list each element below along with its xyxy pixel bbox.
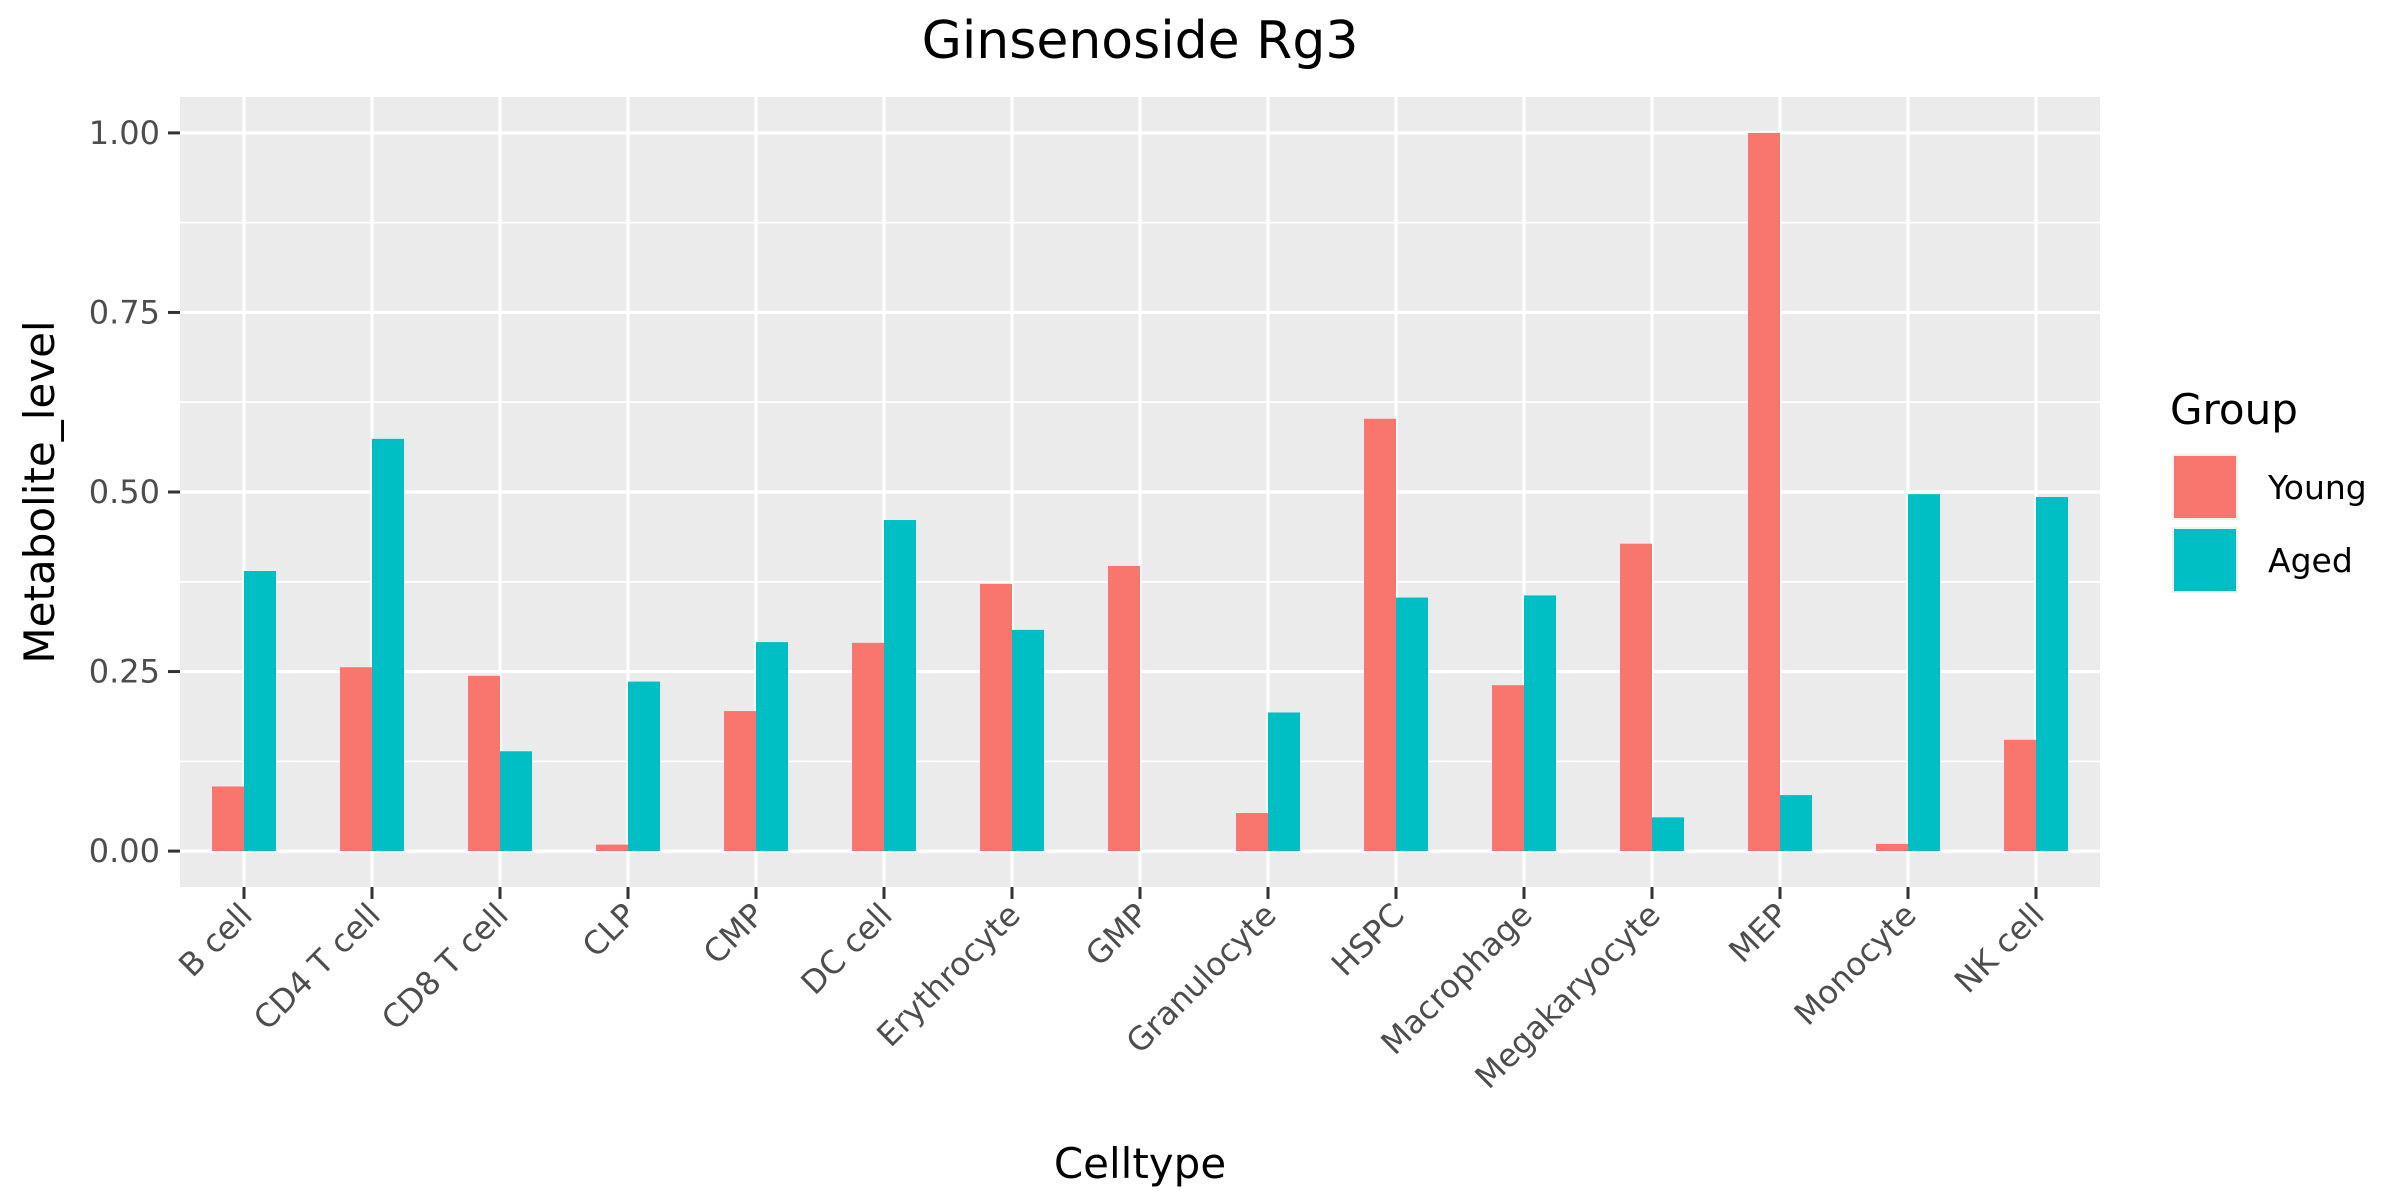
- bar-aged-cd4-t-cell: [372, 438, 404, 852]
- bar-aged-erythrocyte: [1012, 629, 1044, 852]
- legend-label-young: Young: [2267, 468, 2367, 507]
- bar-young-b-cell: [212, 786, 244, 852]
- y-tick-label: 0.00: [89, 832, 160, 870]
- bar-young-erythrocyte: [980, 583, 1012, 852]
- bar-young-cd4-t-cell: [340, 667, 372, 852]
- bar-aged-megakaryocyte: [1652, 817, 1684, 852]
- legend-label-aged: Aged: [2268, 541, 2353, 580]
- bar-young-megakaryocyte: [1620, 543, 1652, 852]
- x-tick-label: NK cell: [1947, 896, 2052, 1001]
- x-tick-label: MEP: [1721, 896, 1795, 970]
- bar-aged-dc-cell: [884, 520, 916, 852]
- y-tick-label: 0.75: [89, 293, 160, 331]
- chart-title: Ginsenoside Rg3: [922, 11, 1359, 71]
- bar-young-mep: [1748, 132, 1780, 852]
- bars: [212, 132, 2068, 852]
- bar-aged-b-cell: [244, 571, 276, 852]
- legend-items: Young Aged: [2172, 454, 2367, 593]
- x-tick-label: B cell: [171, 896, 260, 985]
- y-tick-label: 1.00: [89, 114, 160, 152]
- legend-swatch-young: [2174, 456, 2236, 518]
- bar-young-cd8-t-cell: [468, 675, 500, 852]
- x-tick-label: Monocyte: [1787, 896, 1924, 1033]
- bar-aged-macrophage: [1524, 595, 1556, 852]
- bar-young-clp: [596, 844, 628, 852]
- legend-swatch-aged: [2174, 529, 2236, 591]
- bar-aged-cd8-t-cell: [500, 751, 532, 852]
- bar-young-macrophage: [1492, 685, 1524, 852]
- bar-young-cmp: [724, 711, 756, 852]
- bar-aged-hspc: [1396, 597, 1428, 852]
- x-tick-label: DC cell: [793, 896, 899, 1002]
- x-tick-label: CD8 T cell: [374, 896, 516, 1038]
- bar-young-monocyte: [1876, 843, 1908, 852]
- x-axis-title: Celltype: [1054, 1139, 1226, 1188]
- x-tick-label: CLP: [575, 896, 644, 965]
- bar-aged-clp: [628, 681, 660, 852]
- bar-aged-nk-cell: [2036, 497, 2068, 852]
- legend-title: Group: [2170, 385, 2298, 434]
- bar-aged-mep: [1780, 795, 1812, 852]
- y-axis: 0.00 0.25 0.50 0.75 1.00: [89, 114, 180, 870]
- x-tick-label: CD4 T cell: [246, 896, 388, 1038]
- bar-young-nk-cell: [2004, 739, 2036, 852]
- x-tick-label: HSPC: [1324, 896, 1412, 984]
- x-tick-label: GMP: [1078, 896, 1156, 974]
- y-tick-label: 0.25: [89, 653, 160, 691]
- y-axis-title: Metabolite_level: [15, 320, 64, 663]
- bar-aged-monocyte: [1908, 494, 1940, 852]
- bar-young-granulocyte: [1236, 813, 1268, 852]
- bar-aged-cmp: [756, 642, 788, 852]
- legend: Group Young Aged: [2170, 385, 2367, 593]
- x-tick-label: CMP: [696, 896, 772, 972]
- y-tick-label: 0.50: [89, 473, 160, 511]
- bar-aged-granulocyte: [1268, 712, 1300, 852]
- bar-young-dc-cell: [852, 642, 884, 852]
- bar-young-hspc: [1364, 418, 1396, 852]
- bar-young-gmp: [1108, 565, 1140, 852]
